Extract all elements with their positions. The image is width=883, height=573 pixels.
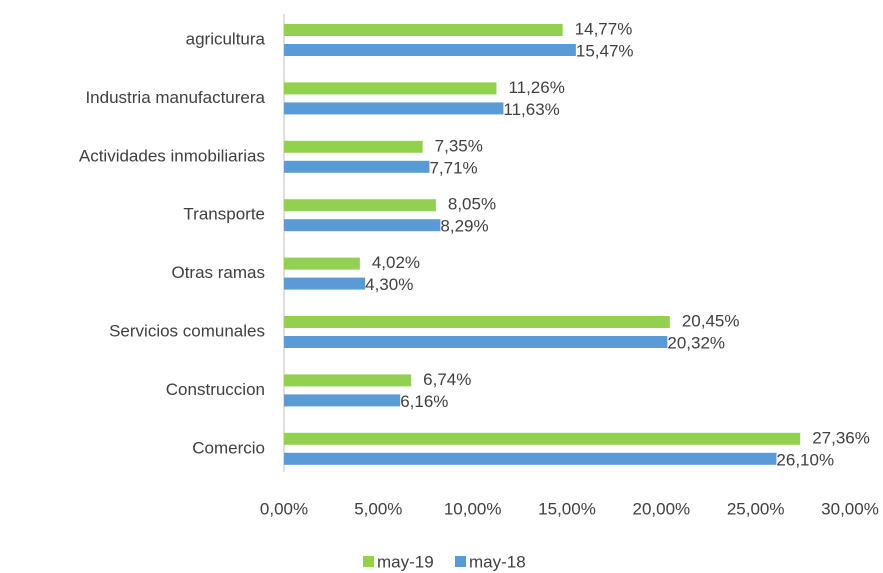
- value-label: 11,26%: [508, 78, 564, 97]
- bar: [284, 316, 670, 328]
- bar: [284, 432, 801, 445]
- category-label: agricultura: [186, 29, 266, 48]
- bar: [284, 140, 423, 153]
- category-label: Actividades inmobiliarias: [79, 146, 265, 165]
- value-label: 7,35%: [435, 136, 483, 155]
- bar: [284, 277, 366, 290]
- category-label: Industria manufacturera: [85, 88, 265, 107]
- category-label: Otras ramas: [171, 263, 265, 282]
- legend-swatch: [363, 556, 374, 567]
- bar: [284, 44, 576, 56]
- bar: [284, 394, 401, 407]
- x-tick-label: 10,00%: [444, 499, 502, 518]
- value-label: 8,29%: [440, 217, 488, 236]
- value-label: 20,45%: [682, 311, 740, 330]
- value-label: 27,36%: [812, 428, 870, 447]
- value-label: 14,77%: [575, 19, 633, 38]
- bar: [284, 374, 412, 387]
- x-tick-label: 5,00%: [354, 499, 402, 518]
- bar: [284, 102, 504, 115]
- value-label: 15,47%: [576, 41, 634, 60]
- value-label: 20,32%: [667, 333, 725, 352]
- category-label: Comercio: [192, 438, 265, 457]
- category-label: Transporte: [183, 205, 265, 224]
- bar: [284, 257, 360, 270]
- x-tick-label: 15,00%: [538, 499, 596, 518]
- legend-label: may-18: [469, 552, 526, 571]
- bar: [284, 24, 563, 36]
- value-label: 6,74%: [423, 370, 471, 389]
- legend-swatch: [455, 556, 466, 567]
- bar: [284, 82, 497, 95]
- x-tick-label: 25,00%: [727, 499, 785, 518]
- category-label: Construccion: [166, 380, 265, 399]
- bar: [284, 219, 441, 232]
- value-label: 7,71%: [429, 158, 477, 177]
- value-label: 11,63%: [503, 100, 559, 119]
- category-label: Servicios comunales: [109, 321, 265, 340]
- bar: [284, 160, 430, 173]
- value-label: 6,16%: [400, 392, 448, 411]
- bar: [284, 336, 668, 348]
- value-label: 4,30%: [365, 275, 413, 294]
- x-tick-label: 0,00%: [260, 499, 308, 518]
- value-label: 8,05%: [448, 195, 496, 214]
- bar: [284, 452, 777, 465]
- value-label: 26,10%: [776, 450, 834, 469]
- legend-label: may-19: [377, 552, 434, 571]
- x-tick-label: 30,00%: [821, 499, 879, 518]
- x-tick-label: 20,00%: [632, 499, 690, 518]
- bar: [284, 199, 436, 212]
- value-label: 4,02%: [372, 253, 420, 272]
